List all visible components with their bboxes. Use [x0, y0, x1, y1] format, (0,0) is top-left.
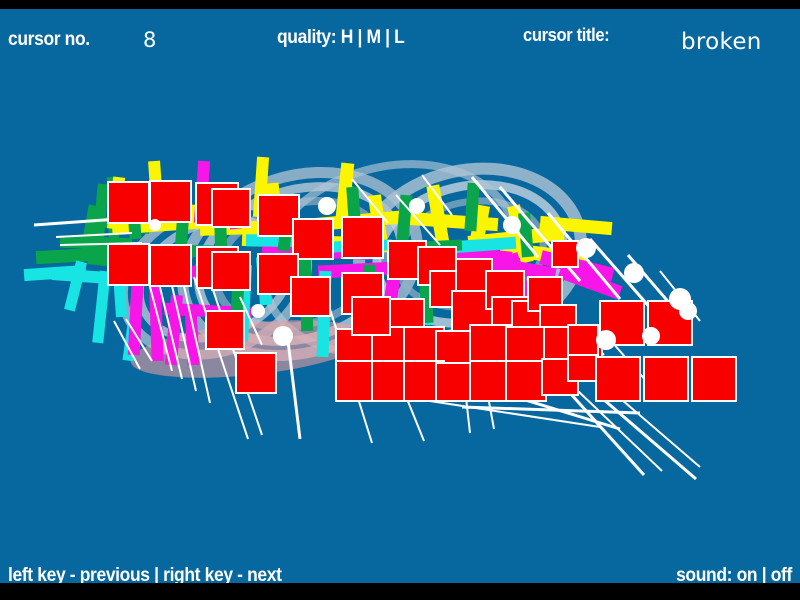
red-square	[211, 188, 251, 228]
color-stroke	[451, 236, 517, 254]
white-line	[125, 318, 153, 362]
red-square	[341, 216, 384, 259]
red-square	[107, 181, 150, 224]
red-square	[290, 276, 331, 317]
red-square	[292, 218, 334, 260]
color-stroke	[23, 264, 87, 282]
white-dot	[642, 327, 660, 345]
red-square	[469, 360, 511, 402]
color-stroke	[426, 184, 451, 252]
white-line	[181, 276, 211, 404]
white-line	[157, 278, 183, 380]
red-squares-layer	[107, 180, 737, 402]
white-line	[55, 232, 133, 238]
color-stroke	[92, 183, 109, 247]
white-dot	[409, 198, 425, 214]
red-square	[205, 310, 245, 350]
white-line	[595, 391, 697, 481]
letterbox-bottom	[0, 583, 800, 600]
red-square	[691, 356, 737, 402]
white-dot	[149, 219, 161, 231]
artwork-canvas	[23, 156, 737, 481]
white-line	[429, 400, 601, 428]
white-dots-layer	[149, 197, 697, 350]
white-dot	[576, 238, 596, 258]
broken-cursor-artwork	[0, 9, 800, 583]
red-square	[505, 360, 547, 402]
white-line	[33, 217, 119, 227]
red-square	[335, 360, 377, 402]
red-square	[351, 296, 391, 336]
red-square	[643, 356, 689, 402]
white-line	[461, 405, 641, 415]
letterbox-top	[0, 0, 800, 9]
red-square	[211, 251, 251, 291]
white-line	[395, 194, 441, 246]
stage-panel: cursor no. 8 quality: H | M | L cursor t…	[0, 9, 800, 583]
red-square	[551, 240, 579, 268]
white-line	[470, 176, 540, 258]
white-dot	[318, 197, 336, 215]
white-line	[239, 296, 263, 346]
white-dot	[624, 263, 644, 283]
color-stroke	[79, 204, 99, 260]
white-line	[577, 390, 663, 472]
red-square	[257, 253, 299, 295]
color-stroke	[334, 162, 355, 228]
color-stroke	[539, 215, 613, 236]
color-stroke	[464, 182, 480, 232]
red-square	[149, 244, 192, 287]
white-line	[193, 276, 249, 440]
red-square	[435, 362, 475, 402]
white-line	[147, 278, 173, 372]
white-line	[286, 340, 302, 440]
red-square	[257, 194, 300, 237]
red-square	[235, 352, 277, 394]
red-square	[149, 180, 192, 223]
color-stroke	[184, 304, 200, 366]
white-dot	[251, 304, 265, 318]
white-line	[568, 391, 646, 477]
white-dot	[596, 330, 616, 350]
white-line	[351, 178, 389, 224]
color-stroke	[127, 268, 145, 356]
white-dot	[679, 302, 697, 320]
red-square	[595, 356, 641, 402]
white-line	[169, 276, 197, 392]
red-square	[567, 324, 599, 356]
white-dot	[503, 216, 521, 234]
color-stroke	[92, 270, 111, 344]
red-square	[469, 324, 511, 366]
red-square	[107, 243, 150, 286]
white-line	[613, 392, 701, 468]
white-dot	[273, 326, 293, 346]
white-line	[113, 320, 141, 370]
white-line	[421, 174, 453, 216]
